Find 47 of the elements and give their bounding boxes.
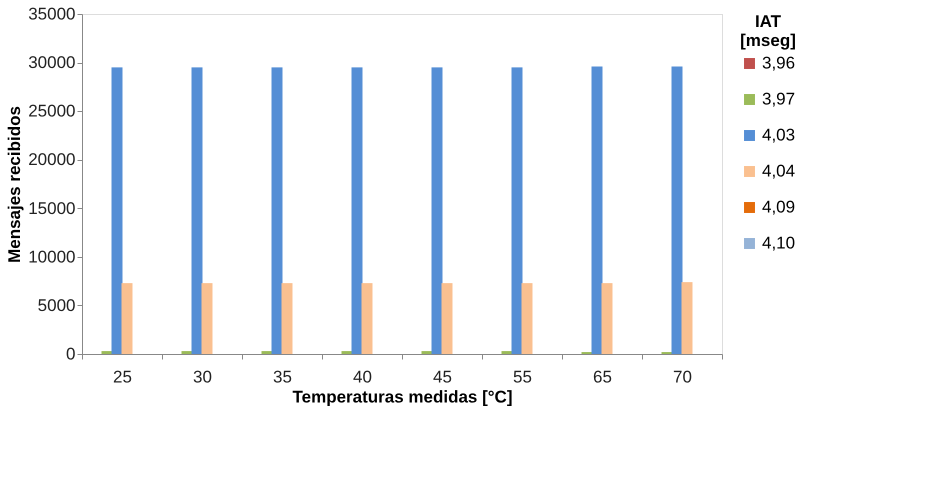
y-tick-label: 10000: [28, 247, 76, 266]
bar: [272, 67, 282, 354]
x-axis-title: Temperaturas medidas [°C]: [292, 388, 512, 406]
legend-label: 4,04: [762, 162, 796, 180]
x-tick-label: 25: [113, 368, 132, 386]
bar: [202, 283, 212, 354]
bar: [522, 283, 532, 354]
bar: [352, 67, 362, 354]
bar: [182, 351, 192, 354]
x-tick-label: 40: [353, 368, 372, 386]
x-tick-label: 35: [273, 368, 292, 386]
y-tick-label: 0: [66, 344, 76, 364]
x-tick-label: 65: [593, 368, 612, 386]
legend-label: 4,03: [762, 126, 796, 144]
legend-title: IAT [mseg]: [740, 12, 796, 50]
y-tick-label: 20000: [28, 150, 76, 170]
bar: [422, 351, 432, 354]
bar: [262, 351, 272, 354]
y-tick-label: 25000: [28, 102, 76, 121]
bar: [672, 66, 682, 354]
y-tick-label: 30000: [28, 53, 76, 72]
bar: [192, 67, 202, 354]
y-tick-label: 35000: [28, 4, 76, 24]
bar: [342, 351, 352, 354]
legend-label: 4,10: [762, 234, 796, 252]
bar: [502, 351, 512, 354]
y-axis-title: Mensajes recibidos: [5, 106, 24, 263]
bar: [362, 283, 372, 354]
legend-label: 3,96: [762, 54, 796, 72]
legend-label: 3,97: [762, 90, 796, 108]
bar: [102, 351, 112, 354]
legend-label: 4,09: [762, 198, 796, 216]
bar: [432, 67, 442, 354]
bar: [682, 282, 692, 354]
x-tick-label: 55: [513, 368, 532, 386]
y-tick-label: 15000: [28, 198, 76, 218]
y-tick-label: 5000: [38, 296, 76, 315]
bar: [122, 283, 132, 354]
bar: [512, 67, 522, 354]
bar: [112, 67, 122, 354]
bar: [602, 283, 612, 354]
x-tick-label: 30: [193, 368, 212, 386]
bar: [592, 66, 602, 354]
x-tick-label: 70: [673, 368, 692, 386]
bar: [282, 283, 292, 354]
bar: [442, 283, 452, 354]
x-tick-label: 45: [433, 368, 452, 386]
